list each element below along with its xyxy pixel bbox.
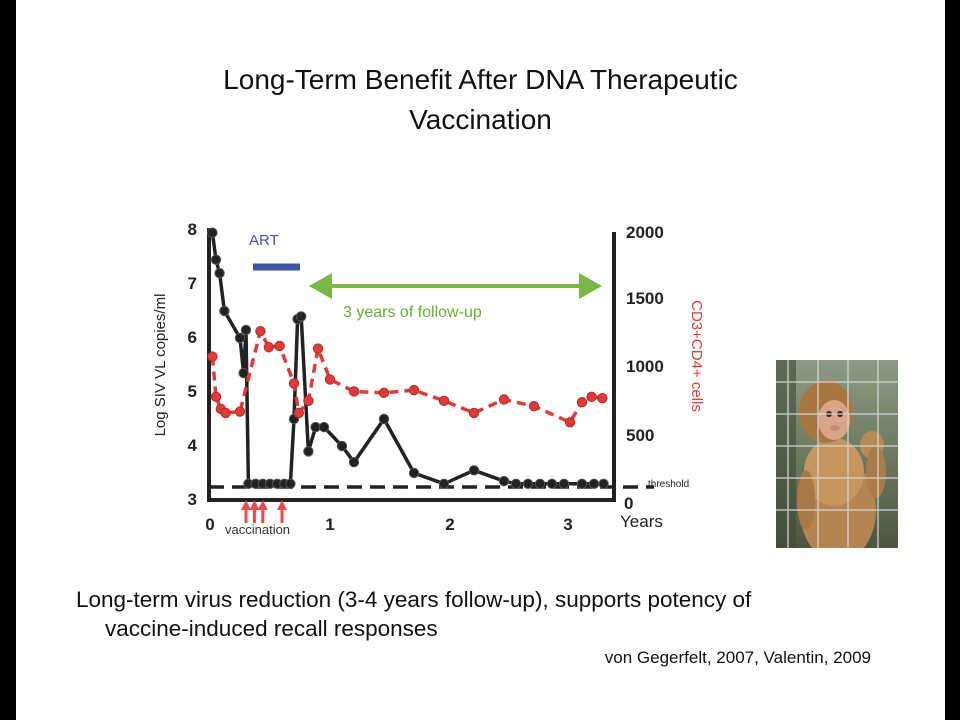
viral-load-point-26: [468, 465, 480, 476]
y-tick-right-500: 500: [626, 426, 654, 445]
vaccination-arrowhead-1: [241, 500, 251, 510]
cd4-point-5: [234, 406, 246, 417]
viral-load-point-2: [210, 254, 222, 265]
y-tick-right-1000: 1000: [626, 357, 664, 376]
y-tick-left-5: 5: [188, 382, 197, 401]
caption: Long-term virus reduction (3-4 years fol…: [76, 585, 751, 643]
cd4-point-17: [438, 395, 450, 407]
x-tick-3: 3: [563, 515, 572, 534]
x-axis-title: Years: [620, 512, 663, 531]
viral-load-point-22: [348, 457, 360, 468]
caption-line-1: Long-term virus reduction (3-4 years fol…: [76, 587, 752, 612]
cd4-point-20: [528, 401, 540, 412]
follow-up-arrow: [309, 273, 602, 299]
y-tick-left-7: 7: [188, 274, 197, 293]
y-tick-left-4: 4: [188, 436, 198, 455]
viral-load-point-23: [378, 413, 390, 425]
viral-load-point-27: [498, 475, 510, 487]
cd4-point-12: [312, 343, 324, 354]
follow-up-label: 3 years of follow-up: [343, 304, 482, 321]
cd4-point-9: [288, 378, 300, 389]
vaccination-label: vaccination: [225, 522, 290, 537]
slide-title: Long-Term Benefit After DNA Therapeutic …: [16, 60, 945, 140]
viral-load-point-33: [576, 478, 588, 489]
viral-load-point-4: [219, 305, 230, 317]
threshold-label: threshold: [648, 479, 689, 490]
title-line-1: Long-Term Benefit After DNA Therapeutic: [223, 64, 738, 95]
cd4-point-13: [324, 374, 336, 385]
viral-load-point-32: [558, 478, 570, 489]
cd4-point-2: [210, 391, 222, 403]
cd4-point-21: [564, 417, 576, 428]
viral-load-point-29: [522, 478, 534, 489]
viral-load-point-5: [234, 332, 246, 344]
cd4-point-10: [293, 407, 304, 419]
viral-load-point-20: [318, 421, 330, 433]
vaccination-arrowhead-2: [249, 500, 260, 510]
macaque-photo: [776, 360, 898, 548]
cd4-point-22: [576, 396, 588, 408]
viral-load-point-3: [214, 268, 225, 279]
cd4-point-14: [348, 386, 360, 397]
cd4-point-7: [263, 342, 275, 353]
viral-load-point-25: [438, 478, 450, 489]
cd4-point-16: [408, 384, 420, 396]
y-tick-left-3: 3: [188, 490, 197, 509]
y-tick-right-2000: 2000: [626, 223, 664, 242]
y-axis-title-left: Log SIV VL copies/ml: [152, 294, 169, 437]
viral-load-point-28: [510, 478, 522, 489]
viral-load-point-18: [303, 446, 314, 457]
caption-line-2: vaccine-induced recall responses: [105, 616, 438, 641]
cd4-point-4: [220, 407, 231, 419]
y-tick-left-8: 8: [188, 220, 197, 239]
slide: Long-Term Benefit After DNA Therapeutic …: [16, 0, 945, 720]
viral-load-point-31: [546, 478, 558, 489]
viral-load-point-1: [207, 227, 218, 238]
x-tick-1: 1: [325, 515, 334, 534]
cd4-point-18: [468, 407, 480, 419]
cd4-point-1: [207, 351, 218, 362]
viral-load-point-34: [588, 478, 600, 489]
cd4-point-15: [378, 387, 390, 398]
viral-load-point-17: [296, 311, 307, 322]
y-tick-left-6: 6: [188, 328, 197, 347]
x-tick-2: 2: [445, 515, 454, 534]
viral-load-point-30: [534, 478, 546, 489]
viral-load-point-7: [240, 324, 252, 336]
citation: von Gegerfelt, 2007, Valentin, 2009: [604, 648, 871, 667]
y-axis-title-right: CD3+CD4+ cells: [688, 300, 705, 412]
viral-load-point-21: [336, 440, 348, 452]
viral-load-point-24: [408, 467, 420, 479]
vaccination-arrowhead-4: [277, 500, 287, 510]
viral-load-point-14: [285, 478, 296, 489]
viral-load-point-6: [238, 367, 249, 379]
chart: Log SIV VL copies/ml CD3+CD4+ cells Year…: [152, 220, 705, 537]
y-tick-right-1500: 1500: [626, 289, 664, 308]
cd4-point-23: [586, 391, 597, 403]
vaccination-arrowhead-3: [257, 500, 268, 510]
cd4-point-24: [597, 392, 608, 404]
y-tick-right-0: 0: [624, 494, 633, 513]
cd4-point-8: [274, 340, 285, 352]
viral-load-point-35: [598, 478, 609, 489]
x-tick-0: 0: [205, 515, 214, 534]
title-line-2: Vaccination: [409, 104, 552, 135]
chart-static: Log SIV VL copies/ml CD3+CD4+ cells Year…: [152, 220, 705, 537]
art-label: ART: [249, 232, 279, 249]
cd4-point-19: [498, 394, 510, 405]
chart-marks: [207, 227, 609, 523]
cd4-point-6: [255, 325, 266, 337]
cd4-point-11: [303, 395, 314, 407]
